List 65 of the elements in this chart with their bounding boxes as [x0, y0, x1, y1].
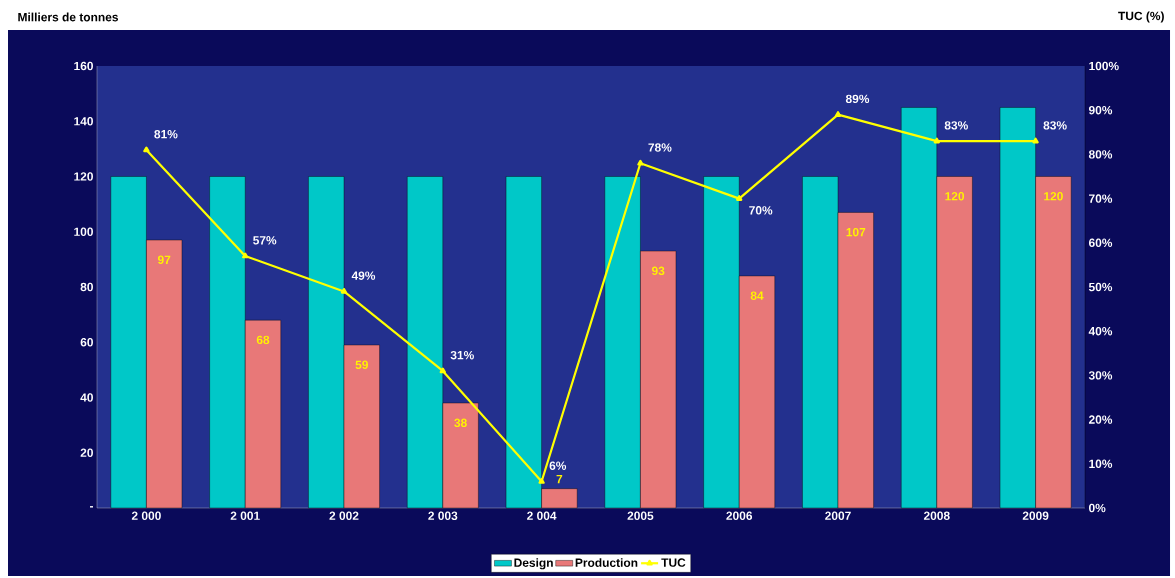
point [340, 287, 348, 294]
x-tick-label: 2005 [627, 511, 654, 520]
y2-tick-label: 20% [1088, 415, 1113, 424]
legend-label: TUC [661, 558, 686, 567]
y-tick-label: 20 [80, 448, 93, 457]
data-label: 84 [750, 291, 764, 300]
point [1032, 137, 1039, 144]
y2-tick-label: 0% [1089, 503, 1106, 513]
y-tick-label: 80 [80, 282, 93, 292]
data-label: 59 [355, 360, 368, 369]
x-tick-label: 2009 [1022, 511, 1049, 520]
y-axis-title: Milliers de tonnes [18, 12, 118, 22]
y2-tick-label: 10% [1089, 459, 1113, 469]
data-label: 93 [651, 266, 665, 276]
legend-label: Production [575, 558, 638, 567]
y2-tick-label: 60% [1088, 238, 1113, 248]
data-label: 68 [256, 335, 270, 345]
data-label: 6% [549, 461, 567, 470]
x-tick-label: 2007 [825, 511, 851, 520]
y2-tick-label: 100% [1089, 61, 1119, 71]
y-tick-label: 100 [74, 227, 93, 236]
point [834, 111, 842, 117]
data-label: 31% [450, 350, 474, 360]
point [933, 137, 940, 144]
x-tick-label: 2008 [923, 511, 950, 520]
y-tick-label: 120 [74, 172, 93, 181]
point [538, 477, 545, 484]
data-label: 120 [945, 192, 965, 201]
data-label: 81% [154, 129, 178, 139]
data-label: 49% [351, 271, 376, 280]
x-tick-label: 2 003 [428, 511, 458, 521]
point [143, 146, 150, 153]
data-label: 83% [1043, 121, 1067, 130]
y2-tick-label: 40% [1088, 326, 1113, 336]
point [242, 252, 249, 259]
x-tick-label: 2 000 [131, 511, 161, 520]
data-label: 97 [157, 255, 171, 265]
data-label: 83% [944, 121, 968, 130]
point [439, 367, 446, 374]
y-tick-label: 40 [80, 393, 93, 402]
data-label: 38 [454, 418, 467, 428]
data-label: 57% [253, 236, 277, 245]
y-tick-label: 160 [74, 61, 93, 71]
y2-tick-label: 90% [1088, 105, 1113, 115]
y2-tick-label: 30% [1088, 371, 1113, 380]
point [736, 195, 743, 201]
data-label: 7 [556, 474, 563, 484]
y-tick-label: 140 [74, 117, 93, 126]
y2-axis-title: TUC (%) [1118, 11, 1164, 23]
y-tick-label: - [89, 506, 93, 508]
data-label: 70% [749, 206, 773, 215]
data-label: 107 [846, 227, 866, 237]
data-label: 78% [648, 143, 672, 152]
x-tick-label: 2 004 [527, 511, 557, 520]
x-tick-label: 2 002 [329, 511, 359, 520]
data-label: 120 [1044, 192, 1063, 201]
y-tick-label: 60 [80, 338, 93, 347]
data-label: 89% [845, 94, 870, 104]
x-tick-label: 2 001 [230, 511, 260, 520]
y2-tick-label: 80% [1088, 150, 1113, 159]
x-tick-label: 2006 [726, 511, 753, 520]
y2-tick-label: 70% [1089, 194, 1113, 203]
legend-label: Design [514, 558, 553, 570]
y2-tick-label: 50% [1088, 282, 1113, 292]
point [637, 159, 644, 166]
